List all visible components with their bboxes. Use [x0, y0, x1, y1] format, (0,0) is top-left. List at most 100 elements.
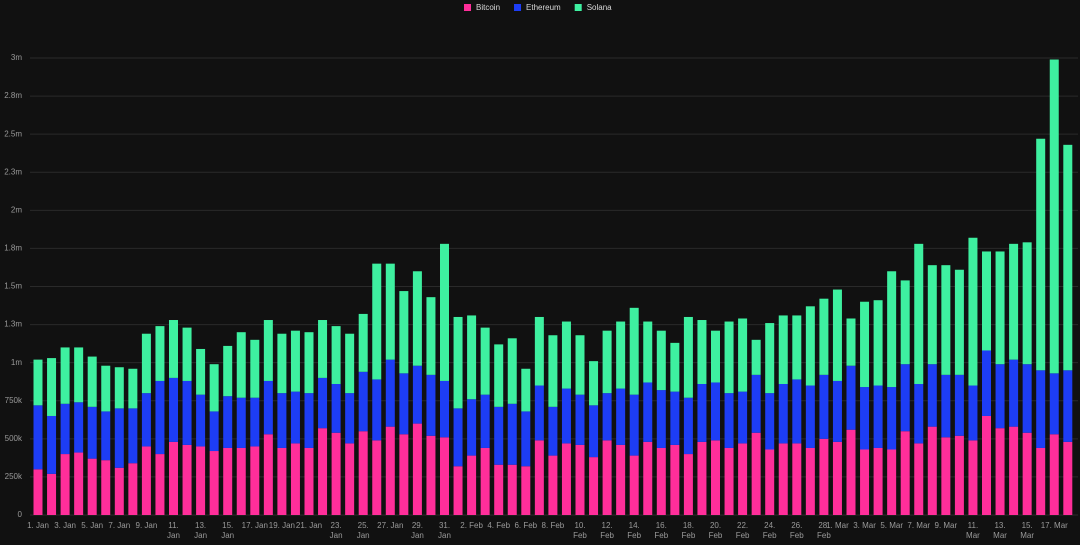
y-tick-label: 1m [11, 358, 22, 367]
bar-segment [399, 434, 409, 515]
bar-segment [345, 443, 355, 515]
x-tick-label: 22. Feb [736, 521, 750, 540]
x-tick-label: 11. Mar [966, 521, 980, 540]
bar-segment [290, 391, 300, 444]
bar-segment [372, 440, 382, 515]
bar-segment [778, 383, 788, 444]
bar-segment [738, 391, 748, 444]
y-tick-label: 1.3m [4, 320, 22, 329]
x-tick-label: 26. Feb [790, 521, 804, 540]
bar-segment [290, 330, 300, 392]
bar-segment [480, 447, 490, 515]
bar-segment [101, 460, 111, 515]
x-tick-label: 11. Jan [167, 521, 180, 540]
bar-segment [1022, 432, 1032, 515]
bar-segment [751, 374, 761, 433]
bar-segment [385, 359, 395, 427]
bar-segment [169, 441, 178, 515]
bar-segment [697, 441, 707, 515]
bar-segment [250, 397, 260, 447]
bar-segment [128, 408, 138, 464]
x-tick-label: 1. Mar [826, 521, 849, 530]
bar-segment [507, 464, 517, 515]
bar-segment [141, 333, 151, 394]
y-tick-label: 750k [5, 396, 23, 405]
bar-segment [602, 440, 612, 515]
bar-segment [114, 408, 124, 468]
y-tick-label: 1.8m [4, 244, 22, 253]
bar-segment [900, 431, 910, 515]
bar-segment [209, 364, 219, 412]
bar-segment [927, 265, 937, 365]
bar-segment [968, 440, 978, 515]
x-tick-label: 27. Jan [377, 521, 403, 530]
bar-segment [507, 338, 517, 404]
bar-segment [236, 397, 246, 448]
bar-segment [982, 350, 991, 416]
bar-segment [114, 367, 124, 409]
bar-segment [47, 358, 57, 416]
bar-segment [87, 356, 97, 407]
bar-segment [412, 271, 422, 366]
bar-segment [832, 289, 842, 381]
bar-segment [941, 374, 951, 438]
bar-segment [440, 437, 449, 515]
bar-segment [277, 447, 287, 515]
bar-segment [711, 330, 720, 383]
x-tick-label: 24. Feb [763, 521, 777, 540]
x-tick-label: 4. Feb [487, 521, 510, 530]
bar-segment [683, 454, 693, 515]
bar-segment [589, 457, 599, 515]
bar-segment [1049, 373, 1059, 435]
bar-segment [683, 316, 693, 398]
bar-segment [1063, 441, 1073, 515]
bar-segment [1009, 359, 1019, 427]
bar-segment [670, 391, 680, 445]
bar-segment [548, 335, 558, 407]
bar-segment [521, 368, 531, 412]
bar-segment [1036, 447, 1046, 515]
bar-segment [33, 359, 43, 406]
y-tick-label: 2.5m [4, 129, 22, 138]
x-tick-label: 15. Mar [1020, 521, 1034, 540]
bar-segment [738, 443, 748, 515]
bar-segment [873, 385, 883, 448]
bar-segment [236, 447, 246, 515]
bar-segment [602, 330, 612, 394]
legend-swatch [574, 4, 582, 11]
bar-segment [575, 394, 585, 445]
bar-segment [426, 374, 436, 436]
bar-segment [941, 437, 951, 515]
bar-segment [453, 466, 463, 515]
bar-segment [196, 348, 206, 395]
bar-segment [887, 271, 897, 388]
x-tick-label: 18. Feb [682, 521, 696, 540]
bar-segment [358, 371, 368, 432]
bar-segment [724, 447, 734, 515]
bar-segment [954, 269, 964, 375]
x-tick-label: 9. Mar [935, 521, 958, 530]
bar-segment [263, 320, 273, 381]
bar-segment [480, 327, 490, 395]
x-tick-label: 8. Feb [542, 521, 565, 530]
bar-segment [589, 361, 599, 406]
bar-segment [616, 321, 626, 389]
bar-segment [47, 415, 57, 474]
bar-segment [832, 380, 842, 442]
x-tick-label: 17. Jan [242, 521, 268, 530]
bar-segment [372, 379, 382, 441]
bar-segment [819, 374, 829, 439]
bar-segment [643, 382, 653, 442]
bar-segment [941, 265, 951, 375]
y-tick-label: 2m [11, 205, 22, 214]
bar-segment [765, 323, 775, 394]
bar-segment [534, 385, 544, 441]
bar-segment [982, 415, 991, 515]
bar-segment [412, 365, 422, 424]
y-tick-label: 0 [18, 510, 23, 519]
bar-segment [670, 444, 680, 515]
bar-segment [602, 393, 612, 441]
bar-segment [331, 383, 341, 433]
bar-segment [385, 426, 395, 515]
